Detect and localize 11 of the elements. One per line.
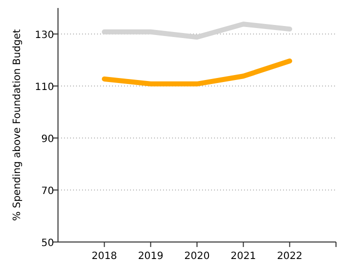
x-tick-label: 2019 (138, 251, 164, 262)
y-tick-label: 50 (41, 238, 54, 249)
y-axis-title: % Spending above Foundation Budget (12, 29, 23, 221)
y-tick-label: 130 (34, 30, 54, 41)
x-tick-label: 2018 (92, 251, 118, 262)
y-tick-label: 110 (34, 82, 54, 93)
x-tick-label: 2022 (276, 251, 302, 262)
y-tick-label: 70 (41, 186, 54, 197)
x-tick-label: 2021 (230, 251, 256, 262)
x-tick-label: 2020 (184, 251, 210, 262)
y-tick-label: 90 (41, 134, 54, 145)
